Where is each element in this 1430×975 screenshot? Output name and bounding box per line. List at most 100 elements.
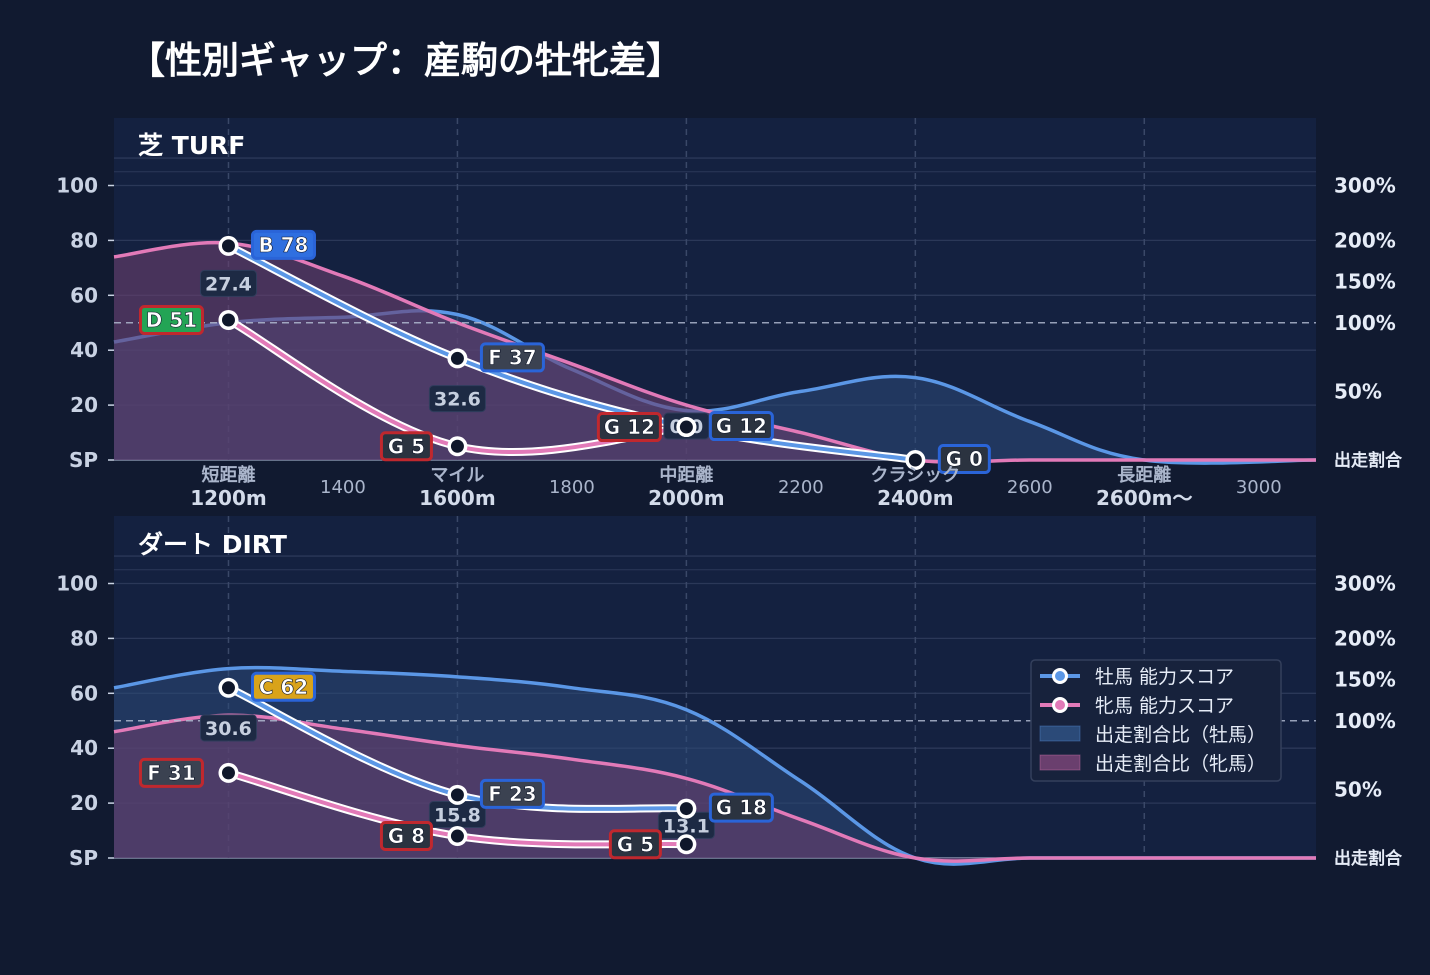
turf-xtick-sub: 2400m bbox=[877, 486, 954, 510]
turf-ratio-tick-label: 50% bbox=[1334, 379, 1382, 403]
dirt-ratio-tick-label: 出走割合 bbox=[1334, 848, 1403, 869]
turf-xtick-label: 中距離 bbox=[659, 464, 713, 486]
dirt-point bbox=[450, 829, 464, 843]
turf-grade-label: D 51 bbox=[146, 308, 197, 332]
dirt-gap-label: 13.1 bbox=[663, 815, 710, 837]
turf-xtick-label: 3000 bbox=[1236, 477, 1282, 498]
turf-panel: 27.432.60.0B 78F 37G 12G 0D 51G 5G 12芝 T… bbox=[56, 118, 1403, 510]
turf-gap-box bbox=[428, 385, 486, 413]
dirt-gap-label: 15.8 bbox=[434, 804, 481, 826]
turf-panel-title: 芝 TURF bbox=[138, 131, 245, 160]
dirt-point bbox=[221, 766, 235, 780]
dirt-point bbox=[221, 681, 235, 695]
dirt-grade-label: C 62 bbox=[259, 675, 308, 699]
turf-xtick-label: マイル bbox=[430, 465, 484, 486]
turf-ytick-label: 60 bbox=[70, 283, 98, 307]
turf-ytick-label: 100 bbox=[56, 174, 98, 198]
turf-xtick-label: クラシック bbox=[871, 465, 961, 486]
turf-point bbox=[221, 313, 235, 327]
turf-grade-label: G 5 bbox=[388, 434, 425, 458]
turf-ytick-label: 40 bbox=[70, 338, 98, 362]
turf-ratio-line-female bbox=[113, 240, 1316, 464]
dirt-point bbox=[679, 837, 693, 851]
turf-ytick-label: SP bbox=[69, 448, 98, 472]
dirt-grade-label: F 23 bbox=[488, 782, 536, 806]
legend-swatch-marker-inner bbox=[1055, 671, 1065, 681]
dirt-grade-badge bbox=[379, 821, 433, 852]
turf-point bbox=[450, 439, 464, 453]
dirt-gap-box bbox=[199, 714, 257, 742]
turf-ytick-label: 80 bbox=[70, 228, 98, 252]
turf-ratio-area-female bbox=[114, 242, 1316, 463]
legend-box bbox=[1030, 659, 1282, 782]
page-title: 【性別ギャップ：産駒の牡牝差】 bbox=[128, 39, 683, 82]
dirt-ratio-tick-label: 100% bbox=[1334, 709, 1396, 733]
turf-grade-badge bbox=[379, 431, 433, 462]
turf-ratio-tick-label: 150% bbox=[1334, 270, 1396, 294]
dirt-ytick-label: SP bbox=[69, 846, 98, 870]
turf-gap-box bbox=[199, 269, 257, 297]
dirt-ytick-label: 100 bbox=[56, 572, 98, 596]
dirt-ytick-label: 80 bbox=[70, 626, 98, 650]
turf-xtick-label: 短距離 bbox=[201, 464, 255, 486]
turf-xtick-label: 1400 bbox=[320, 477, 366, 498]
turf-grade-label: G 12 bbox=[604, 415, 655, 439]
turf-grade-label: G 12 bbox=[716, 414, 767, 438]
legend-swatch-fill bbox=[1039, 754, 1081, 771]
turf-ratio-tick-label: 出走割合 bbox=[1334, 450, 1403, 471]
turf-xtick-sub: 1600m bbox=[419, 486, 496, 510]
turf-xtick-label: 1800 bbox=[549, 477, 595, 498]
dirt-grade-badge bbox=[708, 792, 774, 823]
dirt-point bbox=[450, 788, 464, 802]
turf-grade-label: G 0 bbox=[946, 447, 983, 471]
dirt-gap-label: 30.6 bbox=[205, 718, 252, 740]
turf-grade-badge bbox=[596, 412, 662, 443]
turf-point bbox=[908, 453, 922, 467]
legend-swatch-marker-inner bbox=[1055, 700, 1065, 710]
turf-point bbox=[450, 351, 464, 365]
legend-label: 牝馬 能力スコア bbox=[1095, 695, 1234, 717]
turf-grade-label: F 37 bbox=[488, 345, 536, 369]
dirt-ytick-label: 20 bbox=[70, 791, 98, 815]
legend-swatch-fill bbox=[1039, 725, 1081, 742]
turf-gap-label: 32.6 bbox=[434, 389, 481, 411]
turf-ratio-tick-label: 300% bbox=[1334, 174, 1396, 198]
dirt-grade-label: G 5 bbox=[617, 832, 654, 856]
turf-grade-badge bbox=[937, 444, 991, 474]
turf-grade-badge bbox=[250, 229, 316, 260]
dirt-grade-badge bbox=[138, 757, 204, 788]
turf-grade-label: B 78 bbox=[258, 233, 308, 257]
turf-point bbox=[679, 420, 693, 434]
turf-ytick-label: 20 bbox=[70, 393, 98, 417]
dirt-grade-label: F 31 bbox=[147, 761, 195, 785]
dirt-ratio-tick-label: 300% bbox=[1334, 572, 1396, 596]
dirt-grade-badge bbox=[608, 829, 662, 860]
turf-grade-badge bbox=[479, 342, 545, 373]
dirt-panel-title: ダート DIRT bbox=[138, 530, 287, 559]
legend-label: 牡馬 能力スコア bbox=[1095, 666, 1234, 688]
dirt-ratio-line-female bbox=[113, 713, 1316, 863]
turf-xtick-label: 2200 bbox=[778, 477, 824, 498]
dirt-ytick-label: 40 bbox=[70, 736, 98, 760]
turf-xtick-label: 2600 bbox=[1007, 477, 1053, 498]
dirt-grade-badge bbox=[250, 671, 316, 702]
dirt-ytick-label: 60 bbox=[70, 681, 98, 705]
dirt-point bbox=[679, 802, 693, 816]
dirt-ratio-tick-label: 150% bbox=[1334, 668, 1396, 692]
turf-score-line-male bbox=[227, 244, 916, 462]
turf-point bbox=[221, 239, 235, 253]
turf-grade-badge bbox=[138, 305, 204, 336]
turf-xtick-label: 長距離 bbox=[1117, 464, 1171, 486]
turf-ratio-tick-label: 100% bbox=[1334, 311, 1396, 335]
legend-label: 出走割合比（牝馬） bbox=[1095, 753, 1266, 775]
turf-xtick-sub: 1200m bbox=[190, 486, 267, 510]
dirt-grade-badge bbox=[479, 778, 545, 809]
legend-label: 出走割合比（牡馬） bbox=[1095, 724, 1266, 746]
turf-gap-label: 27.4 bbox=[205, 273, 252, 295]
turf-xtick-sub: 2000m bbox=[648, 486, 725, 510]
turf-ratio-tick-label: 200% bbox=[1334, 228, 1396, 252]
turf-xtick-sub: 2600m〜 bbox=[1096, 486, 1193, 510]
dirt-ratio-tick-label: 200% bbox=[1334, 626, 1396, 650]
